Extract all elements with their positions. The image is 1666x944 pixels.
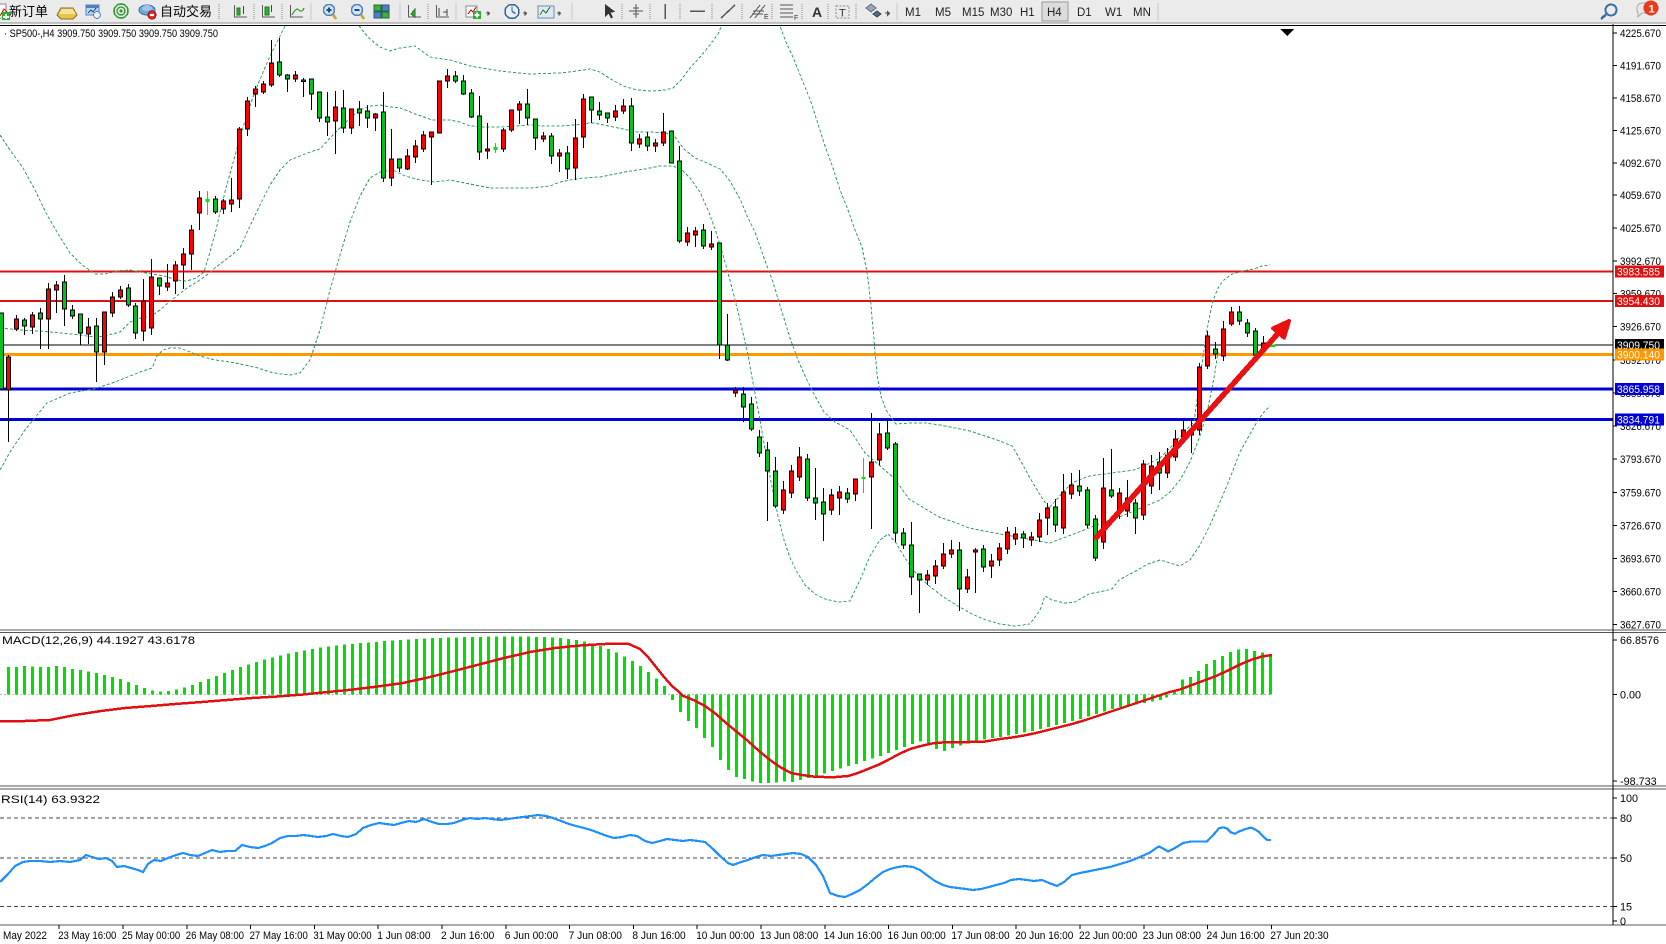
svg-text:80: 80	[1620, 813, 1632, 825]
svg-text:23 Jun 08:00: 23 Jun 08:00	[1143, 930, 1201, 942]
svg-text:3834.791: 3834.791	[1617, 415, 1660, 427]
svg-text:16 Jun 00:00: 16 Jun 00:00	[888, 930, 946, 942]
svg-text:4059.670: 4059.670	[1620, 190, 1661, 202]
svg-text:3726.670: 3726.670	[1620, 521, 1661, 533]
svg-text:20 Jun 16:00: 20 Jun 16:00	[1015, 930, 1073, 942]
svg-text:3954.430: 3954.430	[1617, 296, 1660, 308]
svg-text:3660.670: 3660.670	[1620, 587, 1661, 599]
svg-text:8 Jun 16:00: 8 Jun 16:00	[632, 930, 685, 942]
svg-text:1: 1	[1649, 4, 1655, 16]
svg-text:4125.670: 4125.670	[1620, 126, 1661, 138]
svg-text:3983.585: 3983.585	[1617, 267, 1660, 279]
svg-text:6 Jun 00:00: 6 Jun 00:00	[505, 930, 558, 942]
svg-text:3627.670: 3627.670	[1620, 620, 1661, 632]
svg-text:T: T	[839, 8, 846, 20]
svg-text:H1: H1	[1020, 7, 1035, 19]
svg-text:E: E	[764, 14, 769, 21]
svg-text:24 Jun 16:00: 24 Jun 16:00	[1207, 930, 1265, 942]
svg-text:MN: MN	[1133, 7, 1151, 19]
svg-text:66.8576: 66.8576	[1620, 635, 1659, 647]
svg-text:4092.670: 4092.670	[1620, 158, 1661, 170]
svg-text:23 May 16:00: 23 May 16:00	[58, 930, 116, 942]
svg-text:100: 100	[1620, 793, 1638, 805]
svg-text:3759.670: 3759.670	[1620, 488, 1661, 500]
svg-text:MACD(12,26,9) 44.1927 43.6178: MACD(12,26,9) 44.1927 43.6178	[2, 635, 195, 647]
svg-text:3793.670: 3793.670	[1620, 454, 1661, 466]
svg-text:27 May 16:00: 27 May 16:00	[250, 930, 308, 942]
svg-text:RSI(14) 63.9322: RSI(14) 63.9322	[1, 794, 100, 806]
svg-text:M1: M1	[905, 7, 921, 19]
svg-text:A: A	[812, 4, 822, 20]
svg-text:31 May 00:00: 31 May 00:00	[313, 930, 371, 942]
svg-text:F: F	[794, 15, 798, 22]
svg-text:50: 50	[1620, 853, 1632, 865]
svg-text:3900.140: 3900.140	[1617, 350, 1660, 362]
svg-text:15: 15	[1620, 902, 1632, 914]
svg-text:7 Jun 08:00: 7 Jun 08:00	[569, 930, 622, 942]
svg-text:1 Jun 08:00: 1 Jun 08:00	[377, 930, 430, 942]
svg-text:D1: D1	[1077, 7, 1092, 19]
svg-text:M15: M15	[962, 7, 984, 19]
svg-text:3865.958: 3865.958	[1617, 384, 1660, 396]
svg-text:3992.670: 3992.670	[1620, 256, 1661, 268]
svg-text:4191.670: 4191.670	[1620, 61, 1661, 73]
svg-text:0: 0	[1620, 916, 1626, 928]
svg-text:W1: W1	[1105, 7, 1122, 19]
svg-text:3693.670: 3693.670	[1620, 554, 1661, 566]
svg-text:-98.733: -98.733	[1620, 776, 1657, 788]
svg-text:14 Jun 16:00: 14 Jun 16:00	[824, 930, 882, 942]
svg-text:10 Jun 00:00: 10 Jun 00:00	[696, 930, 754, 942]
svg-text:自动交易: 自动交易	[160, 4, 212, 19]
svg-text:4158.670: 4158.670	[1620, 93, 1661, 105]
svg-text:新订单: 新订单	[9, 4, 48, 19]
svg-text:13 Jun 08:00: 13 Jun 08:00	[760, 930, 818, 942]
svg-text:M5: M5	[935, 7, 951, 19]
svg-text:May 2022: May 2022	[3, 930, 47, 942]
svg-text:25 May 00:00: 25 May 00:00	[122, 930, 180, 942]
svg-text:M30: M30	[990, 7, 1012, 19]
svg-text:3926.670: 3926.670	[1620, 322, 1661, 334]
svg-text:H4: H4	[1047, 7, 1062, 19]
svg-text:17 Jun 08:00: 17 Jun 08:00	[951, 930, 1009, 942]
svg-text:4025.670: 4025.670	[1620, 223, 1661, 235]
svg-text:2 Jun 16:00: 2 Jun 16:00	[441, 930, 494, 942]
svg-text:27 Jun 20:30: 27 Jun 20:30	[1270, 930, 1328, 942]
svg-text:· SP500-,H4 3909.750 3909.750: · SP500-,H4 3909.750 3909.750 3909.750 3…	[4, 28, 218, 40]
svg-text:26 May 08:00: 26 May 08:00	[186, 930, 244, 942]
svg-text:4225.670: 4225.670	[1620, 28, 1661, 40]
svg-text:22 Jun 00:00: 22 Jun 00:00	[1079, 930, 1137, 942]
svg-text:0.00: 0.00	[1620, 690, 1641, 702]
